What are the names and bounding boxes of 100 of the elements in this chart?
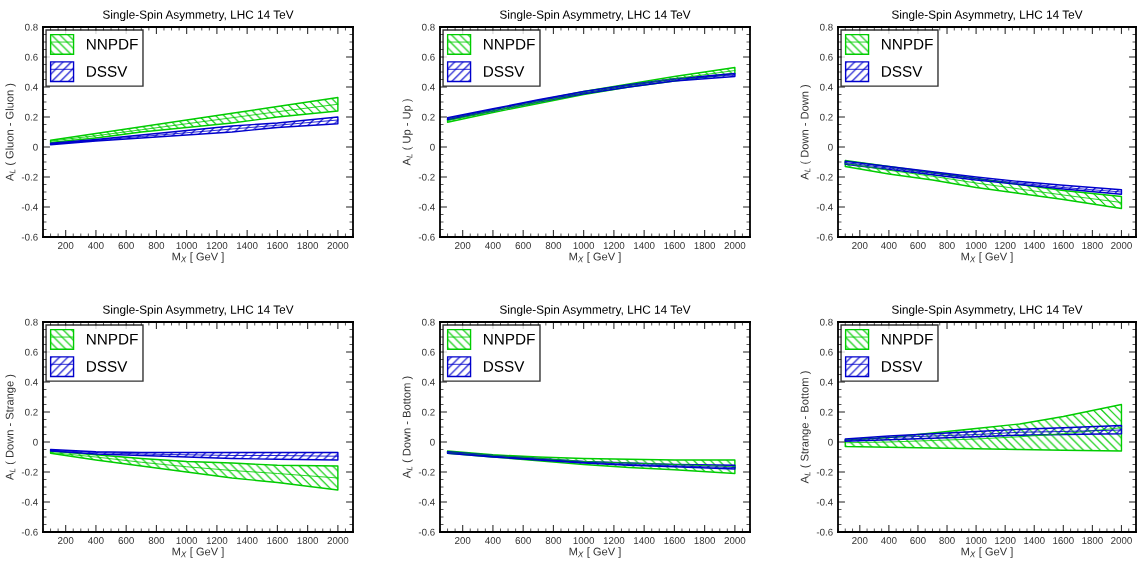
y-tick-label: -0.6 [418, 233, 435, 241]
y-axis-title: A$_{L}$ ( Strange - Bottom ) [800, 371, 811, 484]
x-tick-label: 1400 [634, 242, 655, 249]
x-tick-label: 600 [910, 242, 926, 249]
y-tick-label: 0.2 [422, 113, 435, 121]
x-tick-label: 200 [455, 242, 471, 249]
x-tick-label: 1000 [176, 537, 198, 544]
x-tick-label: 200 [852, 242, 868, 249]
legend-label: NNPDF [484, 38, 535, 50]
x-tick-label: 400 [880, 242, 897, 249]
x-tick-label: 1600 [267, 537, 288, 544]
x-tick-label: 200 [58, 537, 74, 544]
x-tick-label: 1200 [206, 242, 228, 249]
legend-label: DSSV [882, 66, 923, 77]
y-tick-label: 0.6 [25, 53, 38, 61]
y-tick-label: 0.6 [820, 348, 833, 356]
x-tick-label: 800 [148, 537, 165, 544]
legend-label: NNPDF [882, 38, 933, 50]
y-tick-label: -0.2 [816, 173, 833, 181]
y-tick-label: -0.6 [418, 528, 435, 536]
x-tick-label: 1800 [1082, 537, 1103, 544]
y-tick-label: 0.2 [25, 113, 38, 121]
y-tick-label: 0.4 [820, 378, 833, 386]
y-tick-label: 0 [430, 143, 435, 151]
y-tick-label: 0.6 [422, 53, 435, 61]
x-tick-label: 800 [545, 537, 562, 544]
x-tick-label: 1600 [664, 537, 685, 544]
x-tick-label: 800 [939, 242, 955, 249]
x-tick-label: 1000 [573, 537, 595, 544]
y-tick-label: 0 [33, 438, 38, 446]
y-tick-label: 0.8 [422, 23, 435, 31]
y-tick-label: 0 [828, 143, 833, 151]
x-tick-label: 1200 [206, 537, 228, 544]
x-tick-label: 2000 [1111, 537, 1132, 544]
y-tick-label: -0.4 [816, 203, 833, 211]
x-tick-label: 1400 [237, 242, 258, 249]
x-axis-title: M$_{X}$ [ GeV ] [172, 252, 224, 263]
x-tick-label: 1400 [1024, 537, 1045, 544]
legend-label: NNPDF [87, 333, 138, 345]
y-tick-label: -0.2 [21, 468, 38, 476]
y-tick-label: -0.6 [816, 233, 833, 241]
x-tick-label: 2000 [1111, 242, 1132, 249]
x-tick-label: 600 [515, 537, 531, 544]
x-tick-label: 1800 [1082, 242, 1103, 249]
y-tick-label: 0.8 [820, 23, 833, 31]
x-tick-label: 2000 [327, 242, 349, 249]
y-tick-label: -0.4 [21, 498, 38, 506]
x-tick-label: 2000 [724, 537, 746, 544]
y-tick-label: 0.4 [422, 378, 435, 386]
y-tick-label: 0.4 [25, 378, 38, 386]
y-tick-label: 0.4 [25, 83, 38, 91]
x-axis-title: M$_{X}$ [ GeV ] [172, 547, 224, 558]
y-tick-label: 0.8 [25, 23, 38, 31]
y-tick-label: 0.8 [422, 318, 435, 326]
x-tick-label: 1200 [995, 242, 1016, 249]
x-tick-label: 1600 [267, 242, 288, 249]
legend-label: NNPDF [882, 333, 933, 345]
y-tick-label: 0.2 [820, 408, 833, 416]
y-tick-label: -0.6 [816, 528, 833, 536]
y-tick-label: -0.6 [21, 528, 38, 536]
y-tick-label: 0.6 [422, 348, 435, 356]
y-tick-label: -0.2 [418, 173, 435, 181]
x-axis-title: M$_{X}$ [ GeV ] [569, 252, 621, 263]
chart-title: Single-Spin Asymmetry, LHC 14 TeV [499, 10, 691, 22]
x-tick-label: 800 [148, 242, 165, 249]
y-tick-label: -0.4 [816, 498, 833, 506]
y-tick-label: -0.2 [816, 468, 833, 476]
y-tick-label: -0.4 [418, 203, 435, 211]
y-tick-label: 0 [430, 438, 435, 446]
x-tick-label: 1800 [297, 242, 319, 249]
y-tick-label: -0.4 [21, 203, 38, 211]
legend-label: DSSV [87, 66, 128, 77]
x-tick-label: 1000 [176, 242, 198, 249]
legend-label: NNPDF [87, 38, 138, 50]
legend-label: DSSV [87, 361, 128, 372]
x-tick-label: 1600 [1053, 242, 1074, 249]
x-axis-title: M$_{X}$ [ GeV ] [961, 547, 1013, 558]
y-tick-label: 0.4 [820, 83, 833, 91]
x-tick-label: 2000 [327, 537, 349, 544]
chart-title: Single-Spin Asymmetry, LHC 14 TeV [891, 10, 1083, 22]
x-axis-title: M$_{X}$ [ GeV ] [961, 252, 1013, 263]
y-tick-label: 0.8 [25, 318, 38, 326]
y-axis-title: A$_{L}$ ( Gluon - Gluon ) [5, 83, 16, 181]
y-tick-label: 0.2 [422, 408, 435, 416]
y-axis-title: A$_{L}$ ( Down - Bottom ) [402, 376, 413, 479]
y-tick-label: 0.8 [820, 318, 833, 326]
chart-title: Single-Spin Asymmetry, LHC 14 TeV [499, 305, 691, 317]
x-tick-label: 1000 [966, 242, 987, 249]
y-tick-label: 0.6 [25, 348, 38, 356]
x-tick-label: 400 [88, 242, 104, 249]
x-tick-label: 1400 [634, 537, 655, 544]
chart-title: Single-Spin Asymmetry, LHC 14 TeV [102, 305, 294, 317]
x-tick-label: 400 [880, 537, 897, 544]
y-axis-title: A$_{L}$ ( Up - Up ) [402, 99, 413, 166]
y-tick-label: -0.2 [21, 173, 38, 181]
x-tick-label: 400 [485, 242, 501, 249]
y-tick-label: 0.2 [820, 113, 833, 121]
y-tick-label: 0.6 [820, 53, 833, 61]
x-tick-label: 1200 [995, 537, 1016, 544]
y-axis-title: A$_{L}$ ( Down - Down ) [800, 84, 811, 180]
